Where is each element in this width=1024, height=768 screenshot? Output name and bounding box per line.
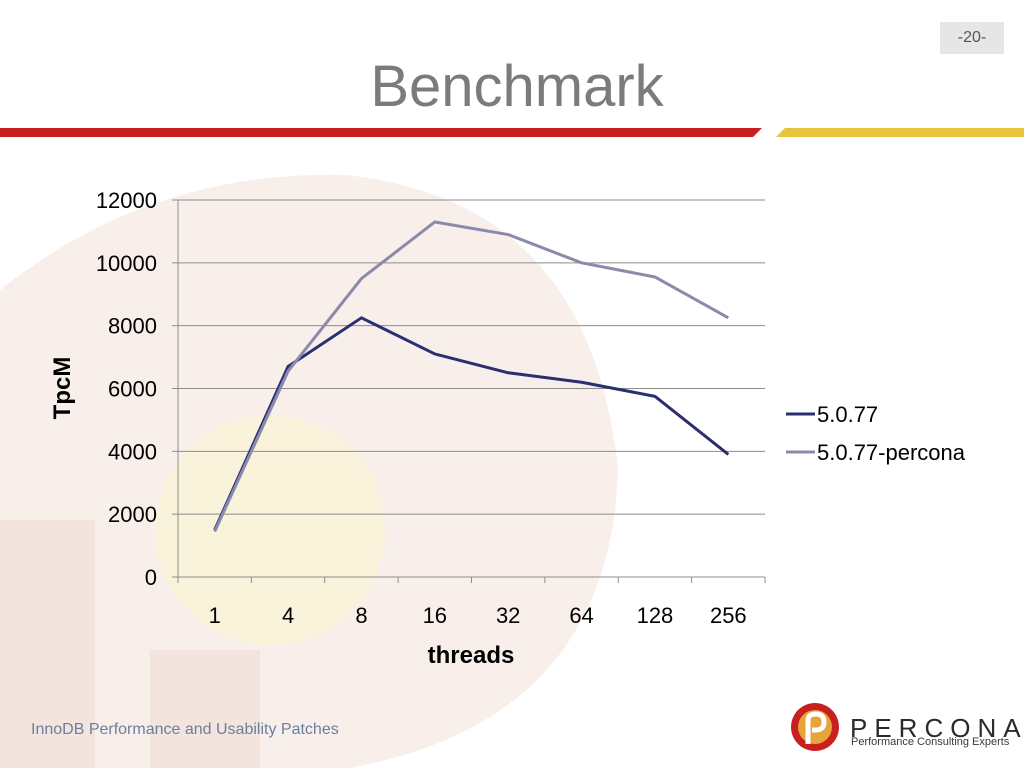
y-tick-label: 4000 [108,439,157,464]
x-tick-label: 4 [282,603,294,628]
legend-label: 5.0.77-percona [817,440,966,465]
x-axis-label: threads [428,642,515,669]
series-lines [213,220,730,533]
y-tick-label: 12000 [96,188,157,213]
percona-logo-icon [791,703,839,751]
series-line-0 [213,316,730,531]
y-tick-label: 8000 [108,314,157,339]
x-tick-label: 32 [496,603,520,628]
x-tick-label: 16 [423,603,447,628]
x-tick-label: 1 [209,603,221,628]
yellow-accent-bar [776,128,1024,137]
y-tick-labels: 0 2000 4000 6000 8000 10000 12000 [96,188,157,590]
y-tick-label: 2000 [108,502,157,527]
page-number-badge: -20- [940,22,1004,54]
y-tick-label: 0 [145,565,157,590]
logo-wordmark: PERCONA [850,713,1024,743]
y-tick-label: 6000 [108,377,157,402]
y-axis-label: TpcM [49,357,76,420]
logo-tagline: Performance Consulting Experts [851,736,1010,748]
footer-text: InnoDB Performance and Usability Patches [31,721,339,738]
x-tick-labels: 1 4 8 16 32 64 128 256 [209,603,747,628]
x-tick-label: 128 [637,603,674,628]
grid-lines [178,199,765,515]
red-accent-bar [0,128,762,137]
axes [172,199,766,583]
x-tick-label: 8 [355,603,367,628]
legend-label: 5.0.77 [817,402,878,427]
slide-title: Benchmark [370,54,664,119]
x-tick-label: 256 [710,603,747,628]
series-line-1 [213,220,730,533]
legend: 5.0.77 5.0.77-percona [786,402,966,465]
x-tick-label: 64 [569,603,593,628]
y-tick-label: 10000 [96,251,157,276]
